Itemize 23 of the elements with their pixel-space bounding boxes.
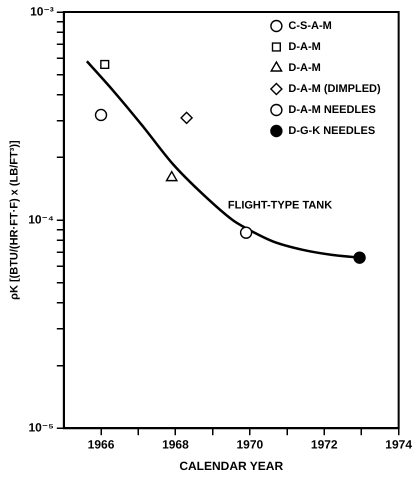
point bbox=[100, 60, 110, 69]
legend-label: D-A-M NEEDLES bbox=[288, 104, 376, 116]
point bbox=[166, 170, 178, 182]
annotation: FLIGHT-TYPE TANK bbox=[228, 200, 332, 212]
point bbox=[180, 112, 193, 124]
x-tick-label: 1966 bbox=[88, 438, 115, 452]
legend-label: D-A-M bbox=[288, 41, 321, 54]
point bbox=[353, 251, 366, 264]
legend-label: D-A-M (DIMPLED) bbox=[288, 83, 381, 96]
legend-label: C-S-A-M bbox=[288, 20, 332, 32]
y-tick-label: 10⁻³ bbox=[30, 4, 54, 18]
point bbox=[94, 108, 108, 122]
legend-label: D-A-M bbox=[288, 62, 321, 74]
y-tick-label: 10⁻⁴ bbox=[28, 212, 54, 226]
x-tick-label: 1968 bbox=[162, 438, 190, 452]
x-axis-title: CALENDAR YEAR bbox=[179, 459, 284, 474]
y-axis-title: ρK [(BTU/(HR·FT·F) x (LB/FT³)] bbox=[8, 140, 21, 300]
x-tick-label: 1972 bbox=[310, 438, 338, 452]
legend-label: D-G-K NEEDLES bbox=[288, 125, 376, 138]
x-tick-label: 1970 bbox=[236, 438, 264, 452]
x-tick-label: 1974 bbox=[385, 438, 412, 452]
y-tick-label: 10⁻⁵ bbox=[28, 420, 54, 435]
point bbox=[240, 226, 252, 239]
